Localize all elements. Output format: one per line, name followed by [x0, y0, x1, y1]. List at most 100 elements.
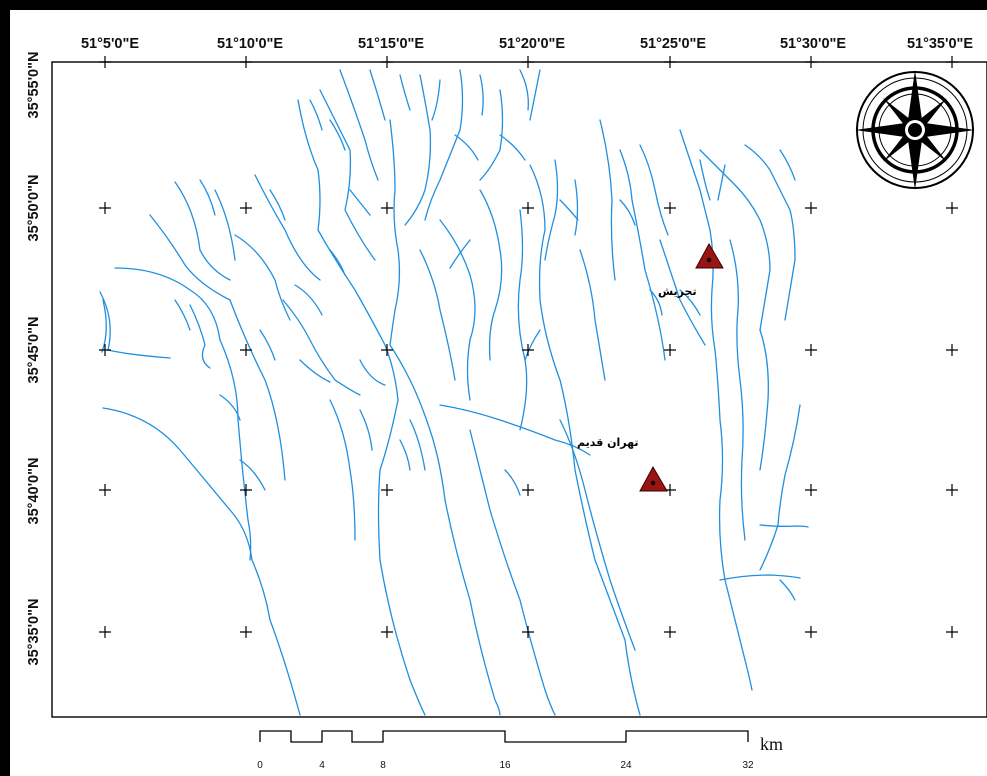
place-label-tajrish: تجریش	[658, 285, 697, 298]
graticule-cross	[99, 344, 111, 356]
map-canvas	[51, 56, 987, 743]
graticule-cross	[381, 202, 393, 214]
graticule-cross	[805, 56, 817, 68]
longitude-label: 51°30'0"E	[779, 36, 847, 52]
place-label-old-tehran: تهران قدیم	[577, 436, 639, 449]
graticule-cross	[522, 344, 534, 356]
river-line	[679, 289, 701, 316]
river-line	[282, 299, 361, 396]
longitude-label: 51°20'0"E	[498, 36, 566, 52]
scale-tick-label: 0	[257, 760, 263, 771]
graticule-cross	[946, 56, 958, 68]
map-panel-border	[51, 61, 987, 718]
river-line	[439, 219, 476, 401]
river-line	[319, 89, 376, 261]
river-line	[234, 234, 291, 321]
river-line	[174, 299, 191, 331]
river-line	[189, 304, 211, 369]
graticule	[99, 56, 958, 638]
place-symbol-tajrish	[695, 242, 724, 269]
river-line	[254, 174, 321, 281]
graticule-cross	[240, 202, 252, 214]
river-line	[759, 329, 769, 471]
graticule-cross	[664, 56, 676, 68]
river-line	[102, 407, 301, 716]
graticule-cross	[664, 202, 676, 214]
river-line	[329, 249, 346, 276]
graticule-cross	[381, 344, 393, 356]
river-line	[519, 69, 529, 111]
river-line	[529, 69, 541, 121]
graticule-cross	[99, 202, 111, 214]
longitude-label: 51°25'0"E	[639, 36, 707, 52]
graticule-cross	[946, 202, 958, 214]
river-line	[779, 579, 796, 601]
place-symbol-old-tehran	[639, 465, 668, 492]
graticule-cross	[522, 484, 534, 496]
river-line	[439, 404, 591, 456]
latitude-label: 35°55'0"N	[26, 51, 42, 119]
river-line	[699, 149, 771, 331]
graticule-cross	[805, 484, 817, 496]
river-line	[229, 299, 286, 481]
map-sheet: 51°5'0"E 51°10'0"E 51°15'0"E 51°20'0"E 5…	[10, 10, 987, 776]
graticule-cross	[240, 56, 252, 68]
river-line	[454, 134, 479, 161]
graticule-cross	[946, 484, 958, 496]
river-line	[99, 291, 171, 359]
river-line	[639, 144, 669, 236]
graticule-cross	[805, 344, 817, 356]
river-line	[101, 299, 107, 353]
river-line	[619, 149, 666, 361]
graticule-cross	[240, 344, 252, 356]
latitude-label: 35°45'0"N	[26, 316, 42, 384]
river-network	[99, 69, 809, 716]
graticule-cross	[664, 344, 676, 356]
longitude-label: 51°5'0"E	[80, 36, 140, 52]
river-line	[579, 249, 606, 381]
graticule-cross	[381, 56, 393, 68]
river-line	[419, 249, 456, 381]
river-line	[409, 419, 426, 471]
river-line	[114, 267, 252, 561]
river-line	[329, 119, 346, 151]
river-line	[559, 419, 636, 651]
graticule-cross	[522, 626, 534, 638]
river-line	[759, 404, 801, 571]
river-line	[424, 69, 464, 221]
river-line	[239, 459, 266, 491]
scale-tick-label: 16	[499, 760, 511, 771]
river-line	[717, 164, 726, 201]
river-line	[524, 329, 541, 361]
latitude-label: 35°35'0"N	[26, 598, 42, 666]
river-line	[359, 409, 373, 451]
graticule-cross	[946, 626, 958, 638]
graticule-cross	[946, 344, 958, 356]
river-line	[399, 74, 411, 111]
river-line	[699, 159, 711, 201]
longitude-label: 51°15'0"E	[357, 36, 425, 52]
scale-tick-label: 8	[380, 760, 386, 771]
scale-bar	[259, 730, 749, 743]
river-line	[389, 119, 401, 346]
river-line	[369, 69, 386, 121]
river-line	[599, 119, 616, 281]
river-line	[504, 469, 521, 496]
compass-rose-icon	[855, 70, 975, 190]
river-line	[359, 359, 386, 386]
river-line	[649, 289, 663, 316]
river-line	[431, 79, 441, 121]
longitude-label: 51°10'0"E	[216, 36, 284, 52]
river-line	[449, 239, 471, 269]
scale-tick-label: 4	[319, 760, 325, 771]
river-line	[744, 144, 796, 321]
latitude-label: 35°40'0"N	[26, 457, 42, 525]
river-line	[559, 199, 579, 221]
scale-tick-label: 24	[620, 760, 632, 771]
river-line	[499, 134, 526, 161]
river-line	[679, 129, 753, 691]
graticule-cross	[664, 626, 676, 638]
graticule-cross	[522, 56, 534, 68]
river-line	[329, 399, 356, 541]
graticule-cross	[381, 626, 393, 638]
